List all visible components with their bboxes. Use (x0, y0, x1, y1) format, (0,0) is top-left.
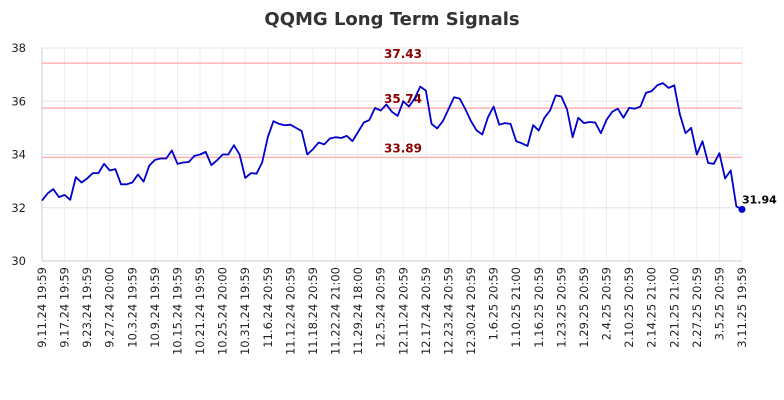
x-tick-label: 10.31.24 19:59 (238, 267, 252, 355)
x-tick-label: 11.6.24 20:59 (261, 267, 275, 348)
x-tick-label: 9.23.24 19:59 (80, 267, 94, 348)
x-tick-label: 1.10.25 21:00 (509, 267, 523, 348)
x-tick-label: 11.22.24 21:00 (329, 267, 343, 355)
x-tick-label: 2.4.25 20:59 (600, 267, 614, 340)
last-point-marker (738, 205, 746, 213)
x-tick-label: 11.18.24 20:59 (306, 267, 320, 355)
x-tick-label: 9.17.24 19:59 (58, 267, 72, 348)
reference-line-label: 37.43 (384, 47, 422, 61)
x-tick-label: 2.21.25 21:00 (667, 267, 681, 348)
x-tick-label: 1.6.25 20:59 (487, 267, 501, 340)
x-tick-label: 1.16.25 20:59 (532, 267, 546, 348)
y-tick-label: 30 (11, 254, 26, 268)
y-tick-label: 34 (11, 148, 26, 162)
price-series: 31.94 (41, 82, 777, 213)
y-tick-label: 36 (11, 94, 26, 108)
x-tick-label: 10.3.24 19:59 (125, 267, 139, 348)
x-tick-label: 2.14.25 21:00 (645, 267, 659, 348)
x-tick-label: 9.11.24 19:59 (35, 267, 49, 348)
x-tick-label: 12.5.24 20:59 (374, 267, 388, 348)
chart-title: QQMG Long Term Signals (264, 9, 519, 30)
x-tick-label: 10.15.24 19:59 (170, 267, 184, 355)
x-tick-label: 1.23.25 20:59 (554, 267, 568, 348)
x-tick-label: 12.30.24 20:59 (464, 267, 478, 355)
y-tick-label: 32 (11, 201, 26, 215)
x-tick-label: 11.29.24 18:00 (351, 267, 365, 355)
x-tick-label: 10.9.24 19:59 (148, 267, 162, 348)
x-tick-label: 2.27.25 20:59 (690, 267, 704, 348)
y-tick-label: 38 (11, 41, 26, 55)
x-tick-label: 12.23.24 20:59 (441, 267, 455, 355)
last-value-label: 31.94 (742, 193, 777, 206)
x-axis-ticks: 9.11.24 19:59 9.17.24 19:59 9.23.24 19:59 9… (35, 267, 749, 355)
x-tick-label: 11.12.24 20:59 (283, 267, 297, 355)
x-tick-label: 12.17.24 20:59 (419, 267, 433, 355)
x-tick-label: 1.29.25 20:59 (577, 267, 591, 348)
series-line (41, 82, 743, 211)
x-tick-label: 3.5.25 20:59 (712, 267, 726, 340)
x-tick-label: 10.25.24 20:00 (216, 267, 230, 355)
reference-line-label: 33.89 (384, 141, 422, 155)
x-tick-label: 2.10.25 20:59 (622, 267, 636, 348)
x-tick-label: 3.11.25 19:59 (735, 267, 749, 348)
y-axis-ticks: 30 32 34 36 38 (11, 41, 26, 268)
x-tick-label: 12.11.24 20:59 (396, 267, 410, 355)
x-tick-label: 10.21.24 19:59 (193, 267, 207, 355)
x-tick-label: 9.27.24 20:00 (103, 267, 117, 348)
